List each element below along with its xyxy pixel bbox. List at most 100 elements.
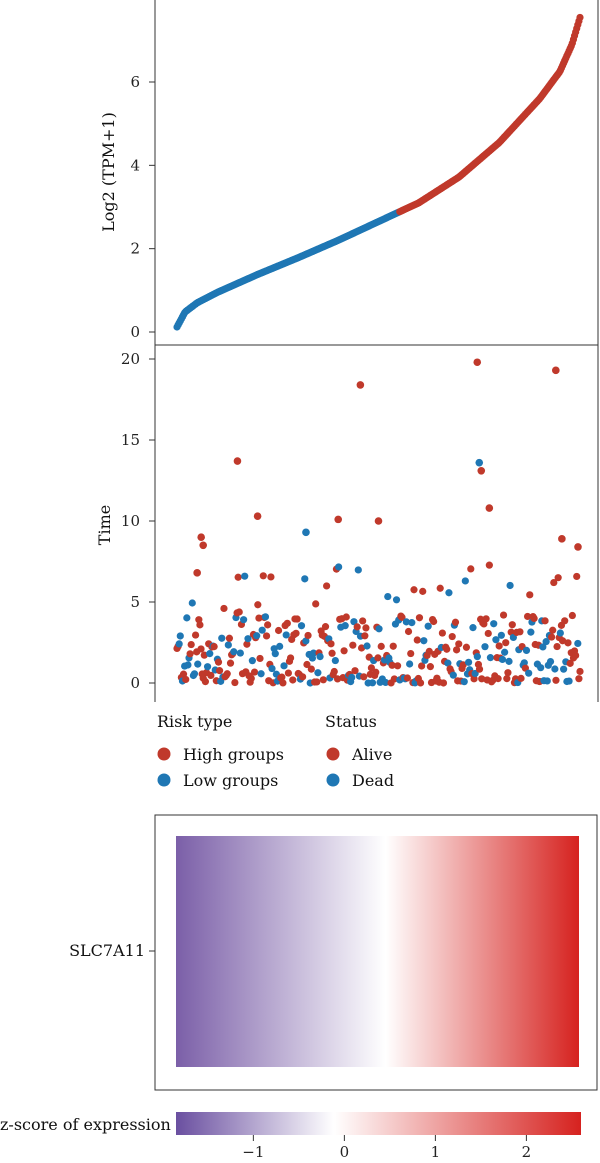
time-point [374,654,382,662]
curve-y-tick-label: 6 [130,73,140,91]
legend: Risk type Status High groups Low groups … [157,712,394,790]
time-point [461,577,469,585]
time-point [282,631,290,639]
time-point [566,659,574,667]
time-point [492,636,500,644]
time-point [264,621,272,629]
time-point [462,643,471,651]
time-point [430,617,438,626]
time-point [234,573,242,581]
time-point [504,669,512,677]
time-point [312,600,320,608]
time-point [494,675,502,683]
time-point [361,632,369,640]
time-point [276,642,284,650]
time-point [231,678,239,687]
time-point [516,628,524,636]
time-point [404,627,413,636]
time-point [253,632,261,640]
time-point [271,650,279,658]
time-point [184,661,192,669]
time-point [255,614,263,622]
time-point [455,640,463,648]
legend-low-marker [157,773,171,787]
time-point [436,584,444,592]
time-point [469,624,477,632]
time-point [323,582,331,590]
time-point [243,640,251,648]
time-point [350,618,358,626]
time-point [203,663,212,671]
time-point [425,647,433,656]
heatmap-panel: SLC7A11 [69,814,598,1091]
time-point [390,675,398,683]
time-point [523,612,532,621]
time-point [554,574,562,582]
time-point [501,648,509,656]
time-point [382,678,390,687]
time-point [561,617,569,625]
time-point [473,653,481,661]
time-point [175,640,183,648]
time-point [481,643,489,651]
time-point [392,596,401,604]
time-point-highlight [302,528,310,537]
time-point-highlight [199,541,207,550]
time-y-label: Time [95,505,114,545]
time-point [506,581,514,590]
time-point [415,614,424,622]
colorbar-ticks: −1 0 1 2 [242,1135,531,1161]
curve-point [576,13,584,22]
heatmap-row-label: SLC7A11 [69,941,145,960]
time-point [505,657,513,665]
time-point [183,614,191,622]
heatmap-cells [176,836,579,1067]
time-point [304,631,312,640]
time-point [333,675,342,683]
time-point [375,625,383,633]
legend-alive-label: Alive [351,745,392,764]
time-point [398,613,406,621]
time-point [549,626,557,634]
time-point [539,643,547,651]
time-point [413,636,421,644]
time-point [418,662,426,670]
colorbar-tick-label: 2 [522,1143,532,1161]
time-point [465,658,473,666]
time-point [194,660,202,668]
legend-dead-marker [326,773,340,787]
time-point-highlight [374,517,383,525]
time-point [560,665,568,673]
time-point [187,640,195,649]
colorbar-tick-label: 1 [431,1143,441,1161]
curve-points [173,13,584,331]
time-point [299,673,307,681]
time-point-highlight [574,543,582,551]
time-point [360,673,368,681]
time-point [357,644,366,652]
legend-high-label: High groups [183,745,284,764]
time-point [452,646,461,654]
time-point [541,617,549,625]
time-point-highlight [356,381,365,389]
time-point [201,678,209,686]
time-point [215,667,224,675]
time-point [289,676,297,684]
time-point [484,629,492,638]
colorbar-label: z-score of expression [0,1115,171,1134]
time-point [319,676,327,684]
time-point [354,566,362,574]
time-point [372,668,380,676]
time-point [568,611,576,620]
time-point [548,633,556,641]
time-point [550,578,558,587]
time-point [267,573,275,581]
time-point [279,679,287,687]
time-point [402,618,410,626]
time-point [410,586,418,594]
time-point [210,643,218,651]
time-point [573,572,581,581]
time-point [330,667,338,676]
time-point [176,632,184,640]
time-point [236,649,244,657]
